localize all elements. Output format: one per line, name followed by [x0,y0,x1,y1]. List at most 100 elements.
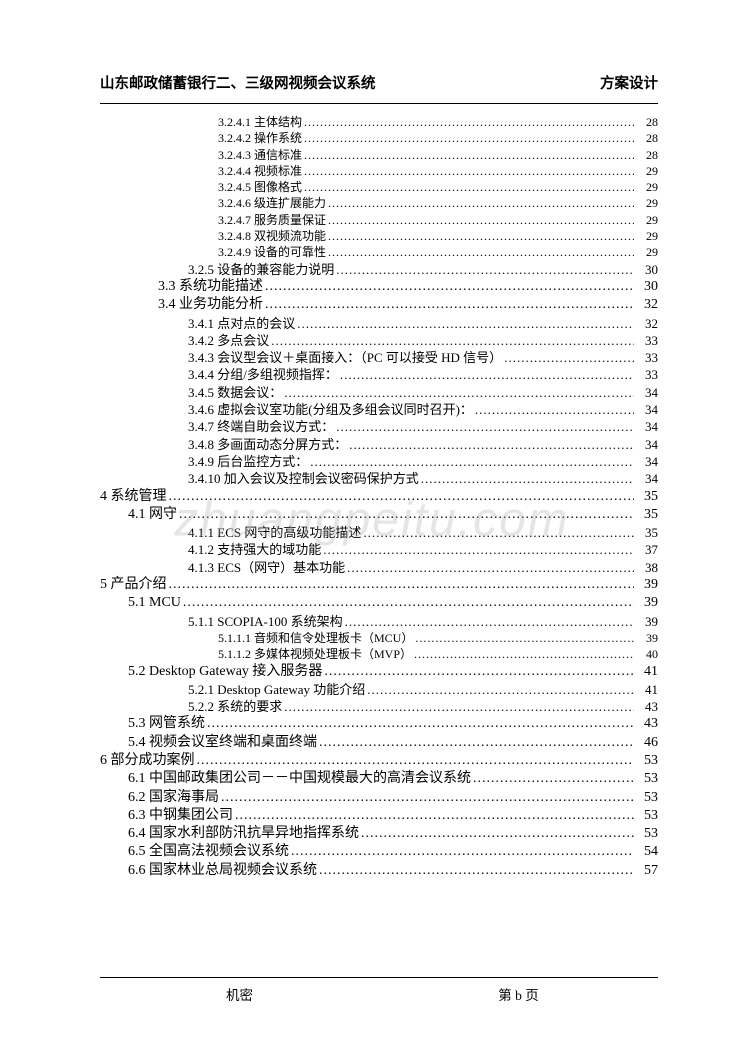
toc-label: 3.2.4.1 主体结构 [218,116,302,128]
toc-leader-dots [183,596,634,610]
toc-entry: 6.6 国家林业总局视频会议系统 57 [100,864,658,878]
toc-label: 4 系统管理 [100,490,167,504]
toc-label: 5.1.1.1 音频和信令处理板卡（MCU） [218,632,413,644]
toc-label: 6.6 国家林业总局视频会议系统 [128,864,317,878]
toc-entry: 3.2.4.4 视频标准29 [100,165,658,177]
table-of-contents: 3.2.4.1 主体结构28 3.2.4.2 操作系统28 3.2.4.3 通信标准… [100,116,658,878]
toc-leader-dots [319,864,634,878]
toc-leader-dots [367,683,634,696]
toc-leader-dots [235,809,634,823]
toc-label: 3.2.4.6 级连扩展能力 [218,197,326,209]
toc-label: 6.4 国家水利部防汛抗旱异地指挥系统 [128,827,359,841]
toc-label: 3.2.4.3 通信标准 [218,149,302,161]
header-left: 山东邮政储蓄银行二、三级网视频会议系统 [100,72,376,93]
toc-page-number: 53 [636,809,658,823]
toc-page-number: 41 [636,665,658,679]
toc-entry: 3.2.4.1 主体结构28 [100,116,658,128]
toc-entry: 5.2 Desktop Gateway 接入服务器41 [100,665,658,679]
toc-label: 6.3 中钢集团公司 [128,809,233,823]
toc-entry: 4.1.3 ECS（网守）基本功能38 [100,561,658,574]
toc-page-number: 39 [636,632,658,644]
toc-page-number: 29 [636,230,658,242]
toc-page-number: 53 [636,827,658,841]
toc-leader-dots [324,665,634,679]
toc-leader-dots [169,578,635,592]
toc-leader-dots [336,420,634,433]
toc-entry: 3.2.4.9 设备的可靠性29 [100,246,658,258]
toc-page-number: 29 [636,246,658,258]
toc-label: 3.3 系统功能描述 [158,280,263,294]
toc-page-number: 34 [636,403,658,416]
toc-entry: 3.4.9 后台监控方式：34 [100,455,658,468]
toc-label: 3.4.3 会议型会议＋桌面接入：（PC 可以接受 HD 信号） [188,351,502,364]
toc-leader-dots [421,472,634,485]
toc-leader-dots [304,116,634,128]
toc-entry: 3.2.4.3 通信标准28 [100,149,658,161]
toc-leader-dots [347,561,634,574]
toc-entry: 3.4.7 终端自助会议方式：34 [100,420,658,433]
toc-page-number: 29 [636,197,658,209]
toc-page-number: 53 [636,754,658,768]
toc-leader-dots [328,246,634,258]
toc-leader-dots [284,386,634,399]
toc-page-number: 33 [636,334,658,347]
toc-label: 3.4.6 虚拟会议室功能(分组及多组会议同时召开)： [188,403,473,416]
toc-label: 3.2.4.4 视频标准 [218,165,302,177]
toc-label: 3.4.4 分组/多组视频指挥： [188,368,338,381]
toc-entry: 3.2.4.8 双视频流功能 29 [100,230,658,242]
toc-leader-dots [291,845,634,859]
toc-page-number: 33 [636,351,658,364]
toc-label: 5.1.1.2 多媒体视频处理板卡（MVP） [218,648,412,660]
toc-entry: 3.2.4.6 级连扩展能力 29 [100,197,658,209]
toc-page-number: 53 [636,772,658,786]
toc-entry: 3.4.8 多画面动态分屏方式：34 [100,438,658,451]
toc-entry: 6.3 中钢集团公司 53 [100,809,658,823]
toc-entry: 6.5 全国高法视频会议系统54 [100,845,658,859]
toc-entry: 3.4.4 分组/多组视频指挥：33 [100,368,658,381]
toc-entry: 4.1.2 支持强大的域功能37 [100,543,658,556]
toc-leader-dots [271,334,634,347]
toc-page-number: 46 [636,736,658,750]
toc-page-number: 35 [636,490,658,504]
toc-label: 3.4.5 数据会议： [188,386,282,399]
toc-page-number: 35 [636,526,658,539]
page-header: 山东邮政储蓄银行二、三级网视频会议系统 方案设计 [100,72,658,104]
toc-entry: 5.1 MCU 39 [100,596,658,610]
toc-leader-dots [207,717,634,731]
toc-entry: 3.4.6 虚拟会议室功能(分组及多组会议同时召开)： 34 [100,403,658,416]
footer-page-number: 第 b 页 [379,984,658,1004]
toc-leader-dots [475,403,634,416]
toc-page-number: 29 [636,181,658,193]
toc-leader-dots [363,526,634,539]
toc-leader-dots [265,298,634,312]
toc-page-number: 32 [636,317,658,330]
toc-label: 3.4.9 后台监控方式： [188,455,308,468]
toc-page-number: 39 [636,596,658,610]
toc-page-number: 53 [636,791,658,805]
toc-page-number: 39 [636,578,658,592]
toc-label: 3.4.2 多点会议 [188,334,269,347]
toc-entry: 3.2.4.2 操作系统28 [100,132,658,144]
toc-leader-dots [415,632,634,644]
toc-leader-dots [304,181,634,193]
page-footer: 机密 第 b 页 [100,977,658,1004]
toc-leader-dots [340,368,634,381]
toc-label: 3.2.5 设备的兼容能力说明 [188,263,334,276]
toc-entry: 3.2.5 设备的兼容能力说明30 [100,263,658,276]
toc-leader-dots [297,317,634,330]
toc-leader-dots [304,165,634,177]
toc-leader-dots [284,700,634,713]
toc-entry: 5.2.2 系统的要求43 [100,700,658,713]
toc-label: 5.2.1 Desktop Gateway 功能介绍 [188,683,365,696]
toc-leader-dots [504,351,634,364]
toc-page-number: 57 [636,864,658,878]
toc-leader-dots [310,455,634,468]
toc-page-number: 34 [636,420,658,433]
toc-label: 5.4 视频会议室终端和桌面终端 [128,736,317,750]
toc-page-number: 43 [636,700,658,713]
toc-entry: 3.2.4.5 图像格式29 [100,181,658,193]
toc-label: 5.1 MCU [128,596,181,610]
toc-entry: 3.4.2 多点会议 33 [100,334,658,347]
toc-label: 3.2.4.8 双视频流功能 [218,230,326,242]
toc-entry: 3.4 业务功能分析32 [100,298,658,312]
